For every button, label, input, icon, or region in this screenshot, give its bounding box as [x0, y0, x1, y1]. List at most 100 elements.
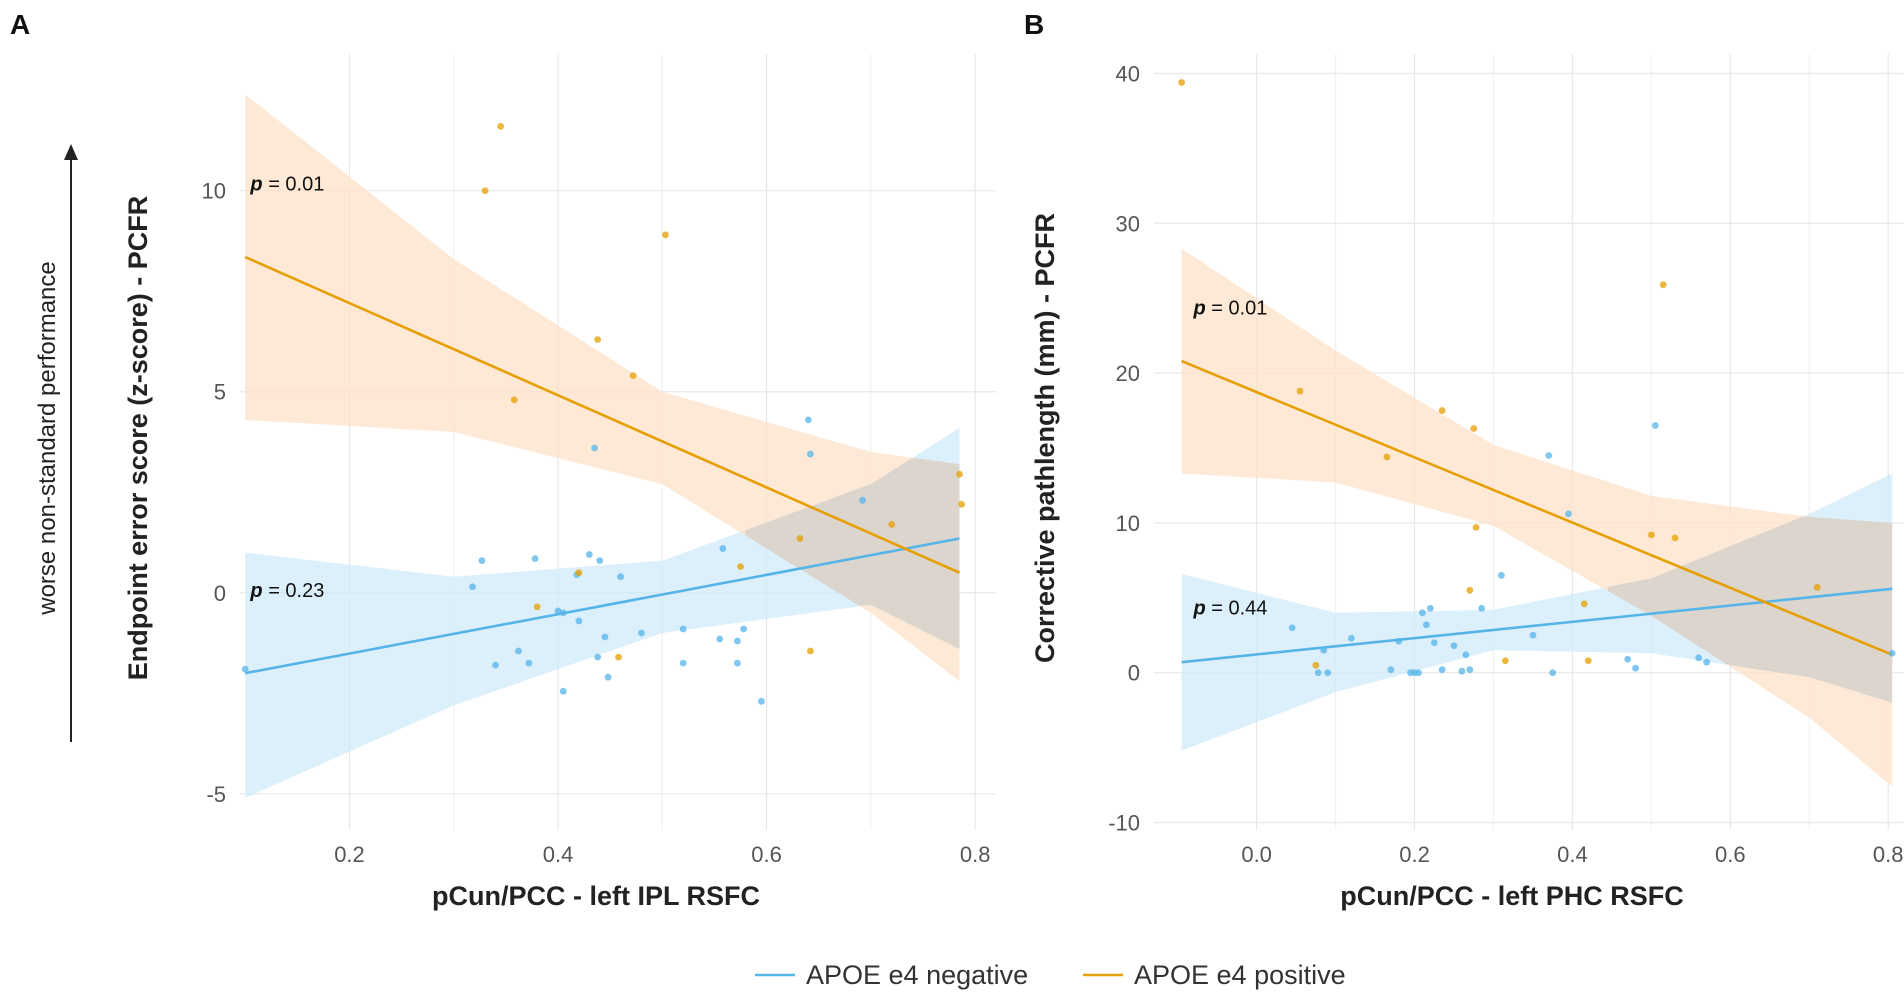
panel-b-points: [1178, 79, 1896, 677]
data-point-positive: [806, 647, 814, 655]
panel-b-label: B: [1024, 9, 1044, 40]
data-point-negative: [1419, 609, 1426, 617]
data-point-negative: [617, 573, 625, 581]
data-point-negative: [241, 665, 249, 673]
data-point-negative: [1651, 422, 1659, 429]
data-point-negative: [1695, 654, 1703, 662]
performance-label: worse non-standard performance: [34, 261, 61, 616]
data-point-negative: [757, 697, 765, 705]
data-point-negative: [1458, 667, 1466, 675]
p-value-annotation-positive: p = 0.01: [249, 174, 324, 196]
y-tick-label: 5: [214, 380, 226, 405]
panel-a-confidence-bands: [245, 94, 960, 798]
data-point-negative: [1450, 642, 1458, 650]
data-point-negative: [596, 557, 604, 565]
fit-line-positive: [1181, 359, 1893, 656]
data-point-negative: [806, 450, 814, 458]
data-point-positive: [575, 569, 583, 577]
data-point-negative: [515, 647, 522, 655]
data-point-positive: [481, 187, 489, 195]
y-tick-label: -10: [1108, 811, 1140, 836]
confidence-band-overlap: [745, 458, 960, 650]
y-tick-label: 0: [1128, 661, 1140, 686]
data-point-negative: [1438, 666, 1446, 674]
panel-b-y-axis-label: Corrective pathlength (mm) - PCFR: [1030, 213, 1060, 663]
panel-a-label: A: [10, 9, 30, 40]
panel-b-x-axis-label: pCun/PCC - left PHC RSFC: [1340, 881, 1684, 911]
data-point-negative: [1632, 664, 1639, 672]
x-tick-label: 0.8: [1873, 842, 1904, 867]
data-point-positive: [958, 500, 965, 508]
panel-a-x-axis-label: pCun/PCC - left IPL RSFC: [432, 881, 760, 911]
data-point-positive: [1647, 531, 1655, 539]
y-tick-label: 10: [202, 179, 226, 204]
data-point-positive: [629, 372, 637, 380]
x-tick-label: 0.8: [960, 842, 991, 867]
data-point-negative: [559, 687, 567, 695]
legend-item-positive: APOE e4 positive: [1083, 960, 1346, 990]
data-point-negative: [679, 625, 687, 633]
data-point-negative: [575, 617, 583, 625]
data-point-negative: [859, 496, 866, 504]
confidence-band-negative: [1181, 473, 1893, 751]
data-point-positive: [1472, 523, 1480, 531]
data-point-positive: [956, 470, 963, 478]
panel-a-fit-lines: [244, 255, 961, 675]
legend-label-positive: APOE e4 positive: [1134, 960, 1346, 990]
y-tick-label: 40: [1116, 61, 1140, 86]
data-point-negative: [1387, 666, 1395, 674]
panel-a: A 0.2 0.4 0.6 0.8 -5 0 5 10 p = 0.01 p = 0.23 p…: [10, 9, 996, 911]
fit-line-negative: [1181, 587, 1893, 664]
data-point-positive: [1312, 661, 1320, 669]
data-point-negative: [1324, 669, 1332, 677]
data-point-positive: [1470, 425, 1478, 432]
y-tick-label: 20: [1116, 361, 1140, 386]
data-point-positive: [1813, 583, 1821, 591]
data-point-positive: [533, 603, 541, 611]
data-point-negative: [601, 633, 609, 641]
p-value-annotation-negative: p = 0.44: [1192, 597, 1267, 619]
x-tick-label: 0.4: [1557, 842, 1588, 867]
data-point-negative: [1430, 639, 1438, 647]
data-point-negative: [1347, 634, 1355, 642]
data-point-negative: [638, 629, 645, 637]
data-point-negative: [1565, 510, 1572, 518]
data-point-negative: [559, 609, 567, 617]
panel-a-points: [241, 122, 965, 705]
x-tick-label: 0.2: [334, 842, 365, 867]
data-point-negative: [525, 659, 533, 667]
panel-a-x-ticks: 0.2 0.4 0.6 0.8: [334, 842, 990, 867]
data-point-negative: [1624, 655, 1632, 663]
data-point-positive: [796, 535, 804, 542]
data-point-negative: [740, 625, 748, 633]
data-point-negative: [1888, 649, 1896, 657]
data-point-negative: [804, 416, 812, 424]
data-point-negative: [1395, 637, 1403, 645]
x-tick-label: 0.6: [1715, 842, 1746, 867]
panel-a-y-axis-label: Endpoint error score (z-score) - PCFR: [123, 196, 153, 681]
data-point-negative: [1415, 669, 1422, 677]
x-tick-label: 0.0: [1241, 842, 1272, 867]
data-point-positive: [662, 231, 669, 239]
x-tick-label: 0.6: [751, 842, 782, 867]
arrow-up-icon: [64, 144, 78, 160]
data-point-negative: [478, 557, 486, 565]
p-value-annotation-positive: p = 0.01: [1192, 298, 1267, 320]
data-point-positive: [510, 396, 518, 404]
data-point-negative: [1422, 621, 1430, 629]
data-point-positive: [1584, 657, 1592, 665]
data-point-negative: [1497, 571, 1505, 579]
data-point-negative: [591, 444, 598, 452]
data-point-negative: [1478, 604, 1486, 612]
x-tick-label: 0.2: [1399, 842, 1430, 867]
data-point-negative: [585, 551, 593, 558]
data-point-negative: [1314, 669, 1322, 677]
data-point-negative: [604, 673, 612, 681]
data-point-negative: [1545, 452, 1553, 459]
data-point-positive: [1580, 600, 1588, 608]
y-tick-label: 30: [1116, 211, 1140, 236]
data-point-negative: [469, 583, 476, 591]
p-value-annotation-negative: p = 0.23: [249, 580, 324, 602]
data-point-positive: [615, 653, 622, 661]
